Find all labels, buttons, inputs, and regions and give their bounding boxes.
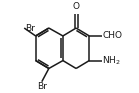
Text: CHO: CHO [102,31,122,40]
Text: NH$_2$: NH$_2$ [102,54,121,67]
Text: Br: Br [37,82,47,91]
Text: O: O [73,2,80,11]
Text: Br: Br [25,24,35,33]
